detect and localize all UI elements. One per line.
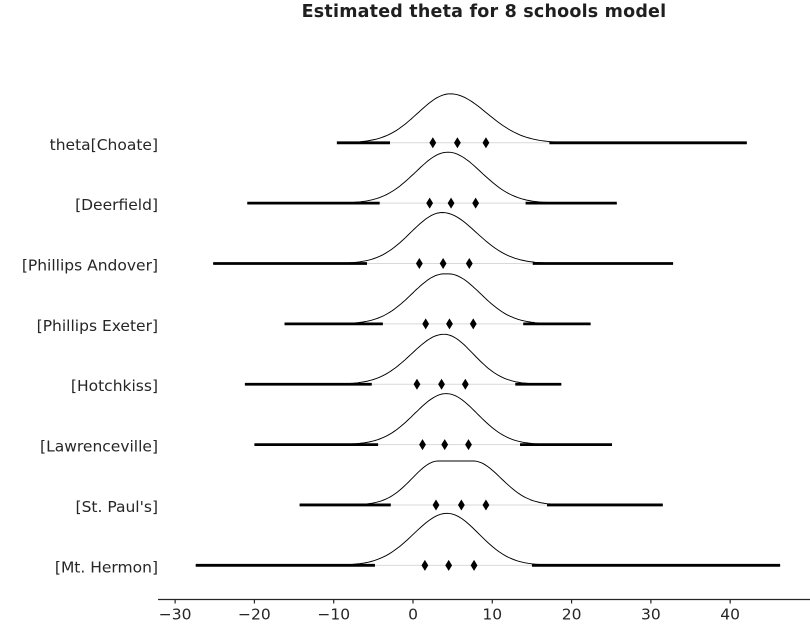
quantile-diamond	[445, 559, 453, 571]
density-fill	[299, 461, 663, 505]
quantile-diamond	[482, 137, 490, 149]
quantile-diamond	[438, 378, 445, 390]
quantile-diamond	[457, 499, 465, 511]
chart-title: Estimated theta for 8 schools model	[301, 2, 667, 22]
quantile-diamond	[439, 258, 447, 270]
x-axis: −30 −20 −10 0 10 20 30 40	[158, 598, 810, 624]
x-tick-label: 40	[720, 606, 740, 624]
row-label: [Lawrenceville]	[40, 438, 158, 456]
quantile-diamond	[432, 499, 440, 511]
density-fill	[247, 152, 617, 204]
quantile-diamond	[454, 137, 461, 149]
row-label: [St. Paul's]	[76, 498, 158, 516]
quantile-diamond	[422, 318, 430, 330]
x-tick-label: 20	[562, 606, 582, 624]
row-label: [Hotchkiss]	[71, 377, 158, 395]
quantile-diamond	[465, 439, 472, 451]
row-label: [Deerfield]	[75, 196, 158, 214]
x-tick-label: −20	[238, 606, 271, 624]
ridge-row: [St. Paul's]	[76, 460, 663, 516]
density-fill	[244, 334, 562, 385]
ridge-row: [Deerfield]	[75, 151, 617, 214]
quantile-diamond	[482, 499, 490, 511]
quantile-diamond	[426, 197, 434, 209]
density-fill	[336, 93, 747, 143]
row-label: theta[Choate]	[50, 136, 158, 154]
row-label: [Mt. Hermon]	[55, 558, 158, 576]
quantile-diamond	[415, 258, 423, 270]
ridge-row: theta[Choate]	[50, 93, 747, 154]
ridge-row: [Phillips Exeter]	[37, 273, 591, 335]
quantile-diamond	[472, 197, 480, 209]
quantile-diamond	[413, 378, 421, 390]
x-tick-label: 0	[408, 606, 418, 624]
quantile-diamond	[470, 559, 478, 571]
quantile-diamond	[465, 258, 473, 270]
quantile-diamond	[446, 318, 453, 330]
quantile-diamond	[421, 559, 429, 571]
density-fill	[213, 212, 674, 264]
quantile-diamond	[429, 137, 437, 149]
x-tick-label: 30	[641, 606, 661, 624]
quantile-diamond	[461, 378, 469, 390]
ridge-row: [Phillips Andover]	[22, 212, 674, 275]
ridge-row: [Lawrenceville]	[40, 393, 613, 456]
x-tick-label: −30	[159, 606, 192, 624]
density-fill	[284, 273, 591, 324]
quantile-diamond	[441, 439, 449, 451]
density-fill	[195, 513, 781, 566]
quantile-diamond	[419, 439, 426, 451]
quantile-diamond	[469, 318, 477, 330]
ridge-row: [Mt. Hermon]	[55, 512, 781, 576]
density-fill	[254, 393, 612, 445]
x-tick-label: 10	[482, 606, 502, 624]
ridge-row: [Hotchkiss]	[71, 333, 562, 395]
row-label: [Phillips Andover]	[22, 257, 158, 275]
quantile-diamond	[447, 197, 455, 209]
x-tick-label: −10	[317, 606, 350, 624]
row-label: [Phillips Exeter]	[37, 317, 158, 335]
